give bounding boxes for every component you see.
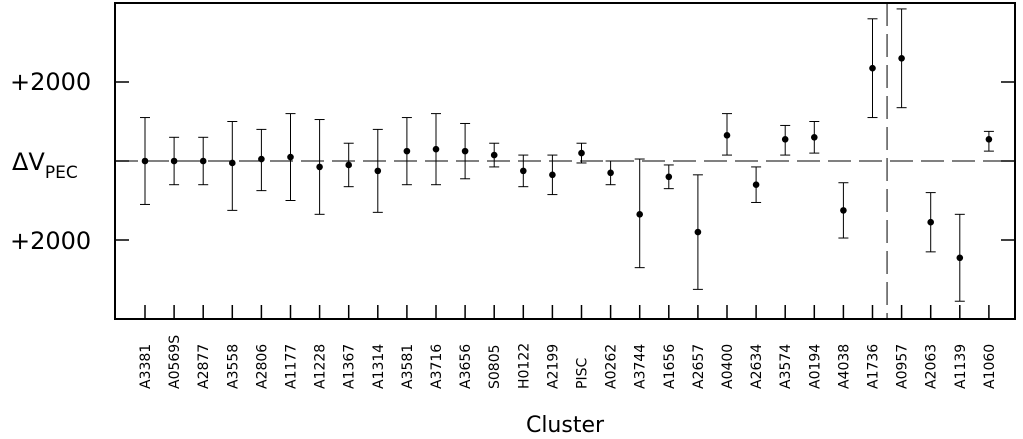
x-tick-label: A3558 [225,344,241,389]
data-point [869,64,876,72]
data-point [578,149,585,157]
data-point [694,228,702,236]
data-point [781,135,789,143]
data-point [956,254,964,262]
x-tick-label: A2877 [196,344,212,389]
reference-lines [115,3,1015,319]
x-tick-label: A0957 [895,344,911,389]
data-point [287,153,294,161]
x-tick-label: A0400 [720,344,736,389]
data-point [549,171,556,179]
data-point [840,207,847,214]
x-tick-label: A2063 [924,344,940,389]
data-point [752,181,760,188]
x-tick-label: A3581 [400,344,416,389]
data-point [461,147,469,155]
x-tick-label: A1228 [313,344,329,389]
x-tick-label: A1736 [866,344,882,389]
x-tick-label: A1367 [342,344,358,389]
data-point [141,157,149,165]
x-tick-label: A3381 [138,344,154,389]
x-tick-label: A2199 [545,344,561,389]
data-point [723,132,731,139]
data-point [403,147,411,155]
data-point [170,157,178,165]
data-point [490,151,498,159]
data-point [811,134,818,141]
x-tick-label: A0194 [807,344,823,389]
x-axis-label: Cluster [526,413,605,438]
x-tick-label: A2657 [691,344,707,389]
x-tick-label: A4038 [836,344,852,389]
x-tick-label: A3744 [633,344,649,389]
data-point [636,211,643,218]
x-tick-label: A2634 [749,344,765,389]
x-tick-label: A1656 [662,344,678,389]
data-point [985,135,993,143]
x-tick-label: A1314 [371,344,387,389]
data-point [898,55,905,62]
data-point [258,155,265,163]
x-tick-label: A0262 [604,344,620,389]
x-tick-label: S0805 [487,344,503,389]
x-tick-labels: A3381 A0569S A2877 A3558 A2806 A1177 A1228 A136… [138,335,998,389]
data-point [229,159,236,167]
data-point [345,161,353,169]
x-tick-label: A1060 [982,344,998,389]
data-marks [140,8,994,302]
x-tick-label: A1177 [284,344,300,389]
y-tick-label-top: +2000 [10,68,91,96]
data-point [665,173,673,181]
x-tick-label: H0122 [516,343,532,389]
y-axis-label-sub: PEC [45,163,78,183]
data-point [607,169,614,177]
data-point [432,145,440,153]
x-tick-label: A1139 [953,344,969,389]
x-tick-label: A0569S [167,335,183,389]
x-tick-label: A3656 [458,344,474,389]
x-tick-label: A3716 [429,344,445,389]
x-tick-label: A3574 [778,344,794,389]
x-tick-label: A2806 [254,344,270,389]
y-axis-label: ΔVPEC [12,148,78,183]
data-point [199,157,207,165]
data-point [520,167,527,175]
x-axis [144,305,990,319]
data-point [374,167,382,175]
x-tick-label: PISC [575,358,591,389]
data-point [927,218,934,226]
y-tick-label-bottom: +2000 [10,227,91,255]
data-point [316,163,323,171]
y-axis-label-main: ΔV [12,148,45,176]
